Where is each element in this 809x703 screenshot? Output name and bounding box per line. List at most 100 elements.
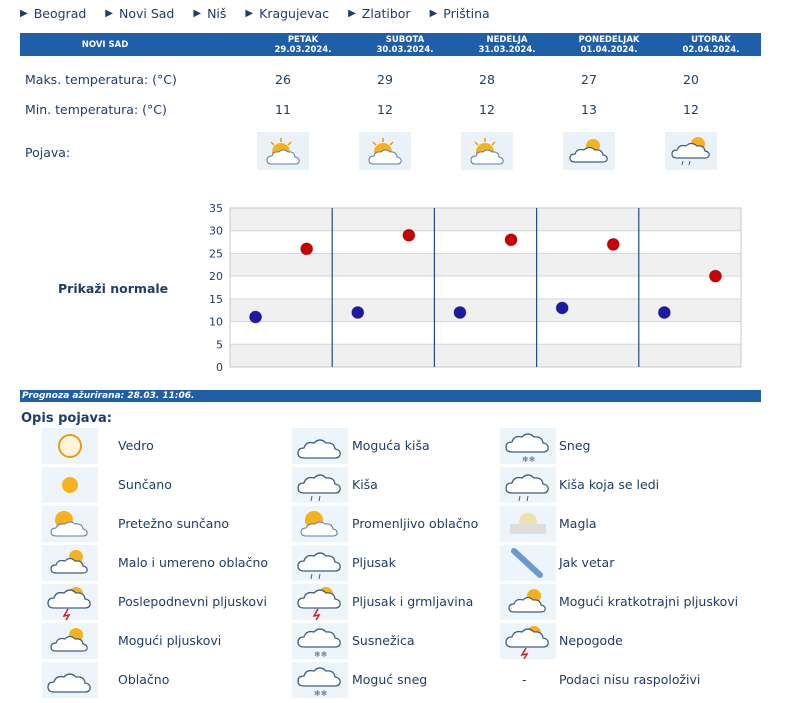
- day-name: SUBOTA: [385, 35, 425, 45]
- y-tick-label: 25: [209, 247, 223, 260]
- legend-label: Podaci nisu raspoloživi: [559, 672, 701, 687]
- kratkotrajni-pljuskovi-icon: [500, 584, 556, 620]
- day-header: PONEDELJAK 01.04.2024.: [558, 35, 660, 55]
- day-header: SUBOTA 30.03.2024.: [354, 35, 456, 55]
- legend-label: Pretežno sunčano: [118, 516, 230, 531]
- max-temp-point: [402, 228, 416, 242]
- day-name: NEDELJA: [486, 35, 528, 45]
- max-temp-point: [300, 242, 314, 256]
- promenljivo-oblacno-icon: [292, 506, 348, 542]
- legend-label: Poslepodnevni pljuskovi: [118, 594, 267, 609]
- svg-text:❄❄: ❄❄: [314, 689, 327, 698]
- min-temp-value: 12: [479, 102, 495, 117]
- nav-label: Niš: [207, 5, 227, 21]
- max-temp-value: 27: [581, 72, 597, 87]
- city-name: NOVI SAD: [81, 40, 129, 50]
- pretezno-suncano-icon: [42, 506, 98, 542]
- moguci-pljuskovi-icon: [665, 132, 717, 170]
- y-tick-label: 30: [209, 225, 223, 238]
- grid-band: [230, 253, 741, 277]
- grid-band: [230, 276, 741, 299]
- max-temp-value: 20: [683, 72, 699, 87]
- kisa-icon: [292, 467, 348, 503]
- day-date: 30.03.2024.: [376, 45, 434, 55]
- kisa-ledi-icon: [500, 467, 556, 503]
- nav-item-zlatibor[interactable]: ▶ Zlatibor: [348, 4, 411, 22]
- legend-label: Kiša koja se ledi: [559, 477, 660, 492]
- oblacno-icon: [42, 662, 98, 698]
- max-temp-value: 28: [479, 72, 495, 87]
- day-date: 29.03.2024.: [274, 45, 332, 55]
- legend-label: Jak vetar: [559, 555, 615, 570]
- day-date: 01.04.2024.: [580, 45, 638, 55]
- sneg-icon: ❄❄: [500, 428, 556, 464]
- pretezno-suncano-icon: [461, 132, 513, 170]
- updated-text: Prognoza ažurirana: 28.03. 11:06.: [22, 391, 195, 401]
- pretezno-suncano-icon: [257, 132, 309, 170]
- magla-icon: [500, 506, 556, 542]
- y-tick-label: 0: [216, 361, 223, 374]
- legend-label: Sunčano: [118, 477, 172, 492]
- legend-label: Sneg: [559, 438, 591, 453]
- legend-label: Vedro: [118, 438, 154, 453]
- show-normals-link[interactable]: Prikaži normale: [58, 281, 169, 296]
- forecast-header: NOVI SAD PETAK 29.03.2024. SUBOTA 30.03.20…: [20, 33, 761, 56]
- min-temp-value: 12: [377, 102, 393, 117]
- arrow-right-icon: ▶: [245, 7, 254, 19]
- nav-item-beograd[interactable]: ▶ Beograd: [20, 4, 86, 22]
- legend-label: Mogući kratkotrajni pljuskovi: [559, 594, 739, 609]
- day-header: PETAK 29.03.2024.: [252, 35, 354, 55]
- nav-item-kragujevac[interactable]: ▶ Kragujevac: [245, 4, 329, 22]
- day-name: PONEDELJAK: [578, 35, 640, 45]
- day-name: UTORAK: [691, 35, 731, 45]
- updated-bar: Prognoza ažurirana: 28.03. 11:06.: [20, 390, 761, 402]
- max-temp-point: [504, 233, 518, 247]
- nav-item-nis[interactable]: ▶ Niš: [193, 4, 226, 22]
- grid-band: [230, 208, 741, 231]
- malo-oblacno-icon: [563, 132, 615, 170]
- svg-text:❄❄: ❄❄: [314, 650, 327, 659]
- legend-label: Moguć sneg: [352, 672, 428, 687]
- min-temp-point: [555, 301, 569, 315]
- pljusak-grmljavina-icon: [292, 584, 348, 621]
- pljusak-icon: [292, 545, 348, 581]
- jak-vetar-icon: [500, 545, 556, 581]
- legend-label: Magla: [559, 516, 597, 531]
- pretezno-suncano-icon: [359, 132, 411, 170]
- max-temp-value: 26: [275, 72, 291, 87]
- moguc-sneg-icon: ❄❄: [292, 662, 348, 698]
- legend-label: Pljusak i grmljavina: [352, 594, 474, 609]
- suncano-icon: [42, 467, 98, 503]
- malo-oblacno-icon: [42, 545, 98, 581]
- legend-label: Kiša: [352, 477, 378, 492]
- min-temp-point: [453, 305, 467, 319]
- nav-item-novi-sad[interactable]: ▶ Novi Sad: [105, 4, 174, 22]
- max-temp-value: 29: [377, 72, 393, 87]
- temperature-chart: 0 5 10 15 20 25 30 35: [209, 202, 742, 374]
- nav-item-pristina[interactable]: ▶ Priština: [430, 4, 490, 22]
- legend-label: Oblačno: [118, 672, 170, 687]
- min-temp-point: [249, 310, 263, 324]
- day-date: 31.03.2024.: [478, 45, 536, 55]
- arrow-right-icon: ▶: [20, 7, 28, 19]
- y-tick-label: 20: [209, 270, 223, 283]
- min-temp-value: 13: [581, 102, 597, 117]
- arrow-right-icon: ▶: [429, 7, 438, 19]
- arrow-right-icon: ▶: [348, 7, 356, 19]
- min-temp-point: [657, 305, 671, 319]
- legend-label: Promenljivo oblačno: [352, 516, 479, 531]
- vedro-icon: [42, 428, 98, 464]
- arrow-right-icon: ▶: [105, 7, 113, 19]
- grid-band: [230, 344, 741, 367]
- min-temp-label: Min. temperatura: (°C): [25, 102, 167, 117]
- arrow-right-icon: ▶: [193, 7, 202, 19]
- max-temp-point: [606, 237, 620, 251]
- city-nav: ▶ Beograd ▶ Novi Sad ▶ Niš ▶ Kragujevac ▶ Zla…: [20, 4, 509, 22]
- nav-label: Priština: [443, 5, 490, 21]
- grid-band: [230, 321, 741, 345]
- plot-frame: [229, 207, 742, 368]
- nepogode-icon: [500, 623, 556, 660]
- poslepodnevni-pljuskovi-icon: [42, 584, 98, 621]
- y-tick-label: 10: [209, 316, 223, 329]
- nav-label: Novi Sad: [119, 5, 175, 21]
